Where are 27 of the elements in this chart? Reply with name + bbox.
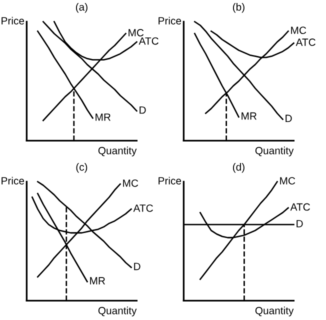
series-label: D [286, 114, 292, 122]
series-label: ATC [138, 37, 158, 45]
y-axis-title: Price [158, 176, 182, 184]
x-axis-title: Quantity [98, 146, 137, 156]
chart-title: (a) [76, 3, 88, 13]
x-axis-title: Quantity [255, 306, 294, 316]
series-label: D [134, 262, 140, 270]
series-label: D [140, 106, 146, 114]
series-label: MR [242, 112, 256, 120]
x-axis-title: Quantity [255, 146, 294, 156]
chart-title: (c) [76, 163, 88, 173]
chart-title: (d) [232, 163, 244, 173]
series-label: MC [291, 26, 306, 34]
series-label: MC [128, 29, 144, 36]
series-label: ATC [296, 38, 316, 46]
chart-title: (b) [232, 3, 244, 13]
y-axis-title: Price [2, 16, 24, 24]
series-label: MR [96, 114, 110, 121]
series-label: MC [123, 180, 138, 187]
y-axis-title: Price [158, 16, 182, 24]
series-label: MR [90, 277, 105, 284]
x-axis-title: Quantity [98, 306, 137, 316]
series-label: MC [280, 177, 296, 184]
series-label: ATC [290, 203, 310, 211]
y-axis-title: Price [2, 176, 24, 184]
series-label: ATC [133, 204, 153, 212]
series-label: D [296, 220, 303, 228]
